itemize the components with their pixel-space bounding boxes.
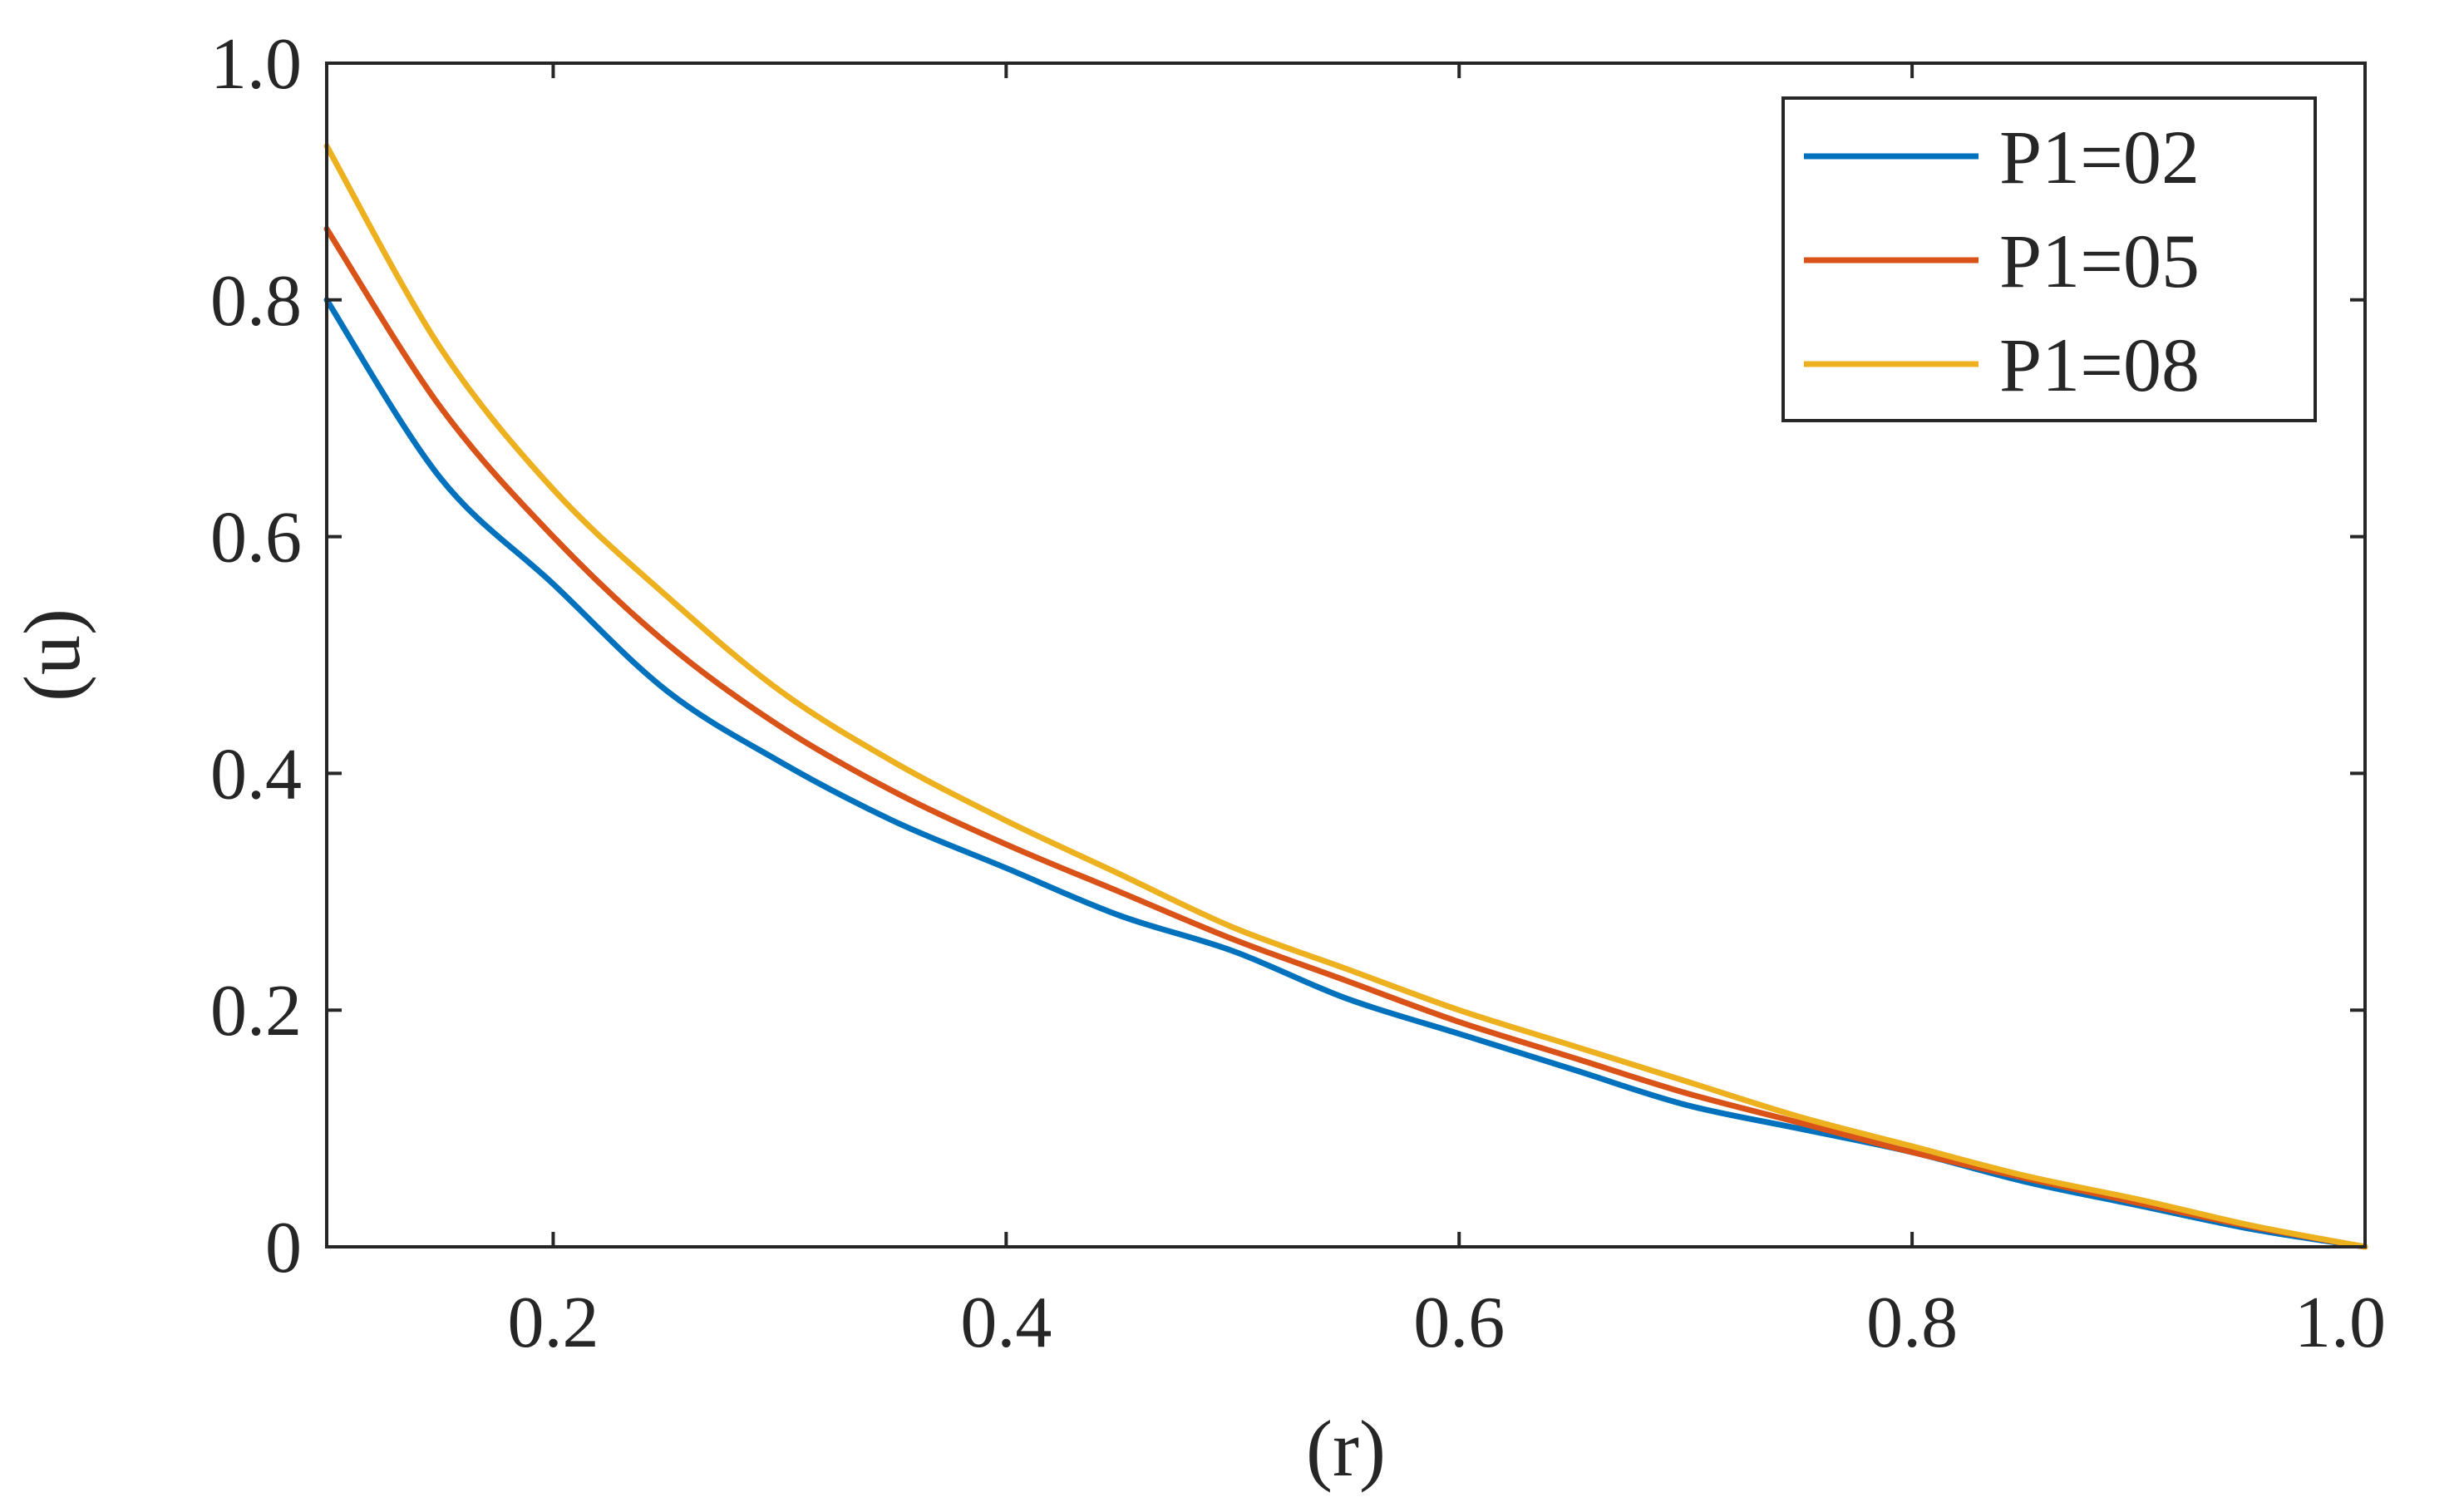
x-axis-label: (r): [1306, 1404, 1386, 1493]
y-tick-label: 0.4: [210, 734, 302, 815]
x-tick-label: 0.8: [1866, 1283, 1958, 1363]
series-layer: [323, 143, 2368, 1250]
plot-frame: [325, 62, 2367, 1249]
series-line-p1-08: [323, 143, 2368, 1250]
series-line-p1-02: [323, 297, 2368, 1250]
x-tick-label: 0.6: [1413, 1283, 1505, 1363]
ticks-layer: 0.2 0.4 0.6 0.8 1.0 0 0.2 0.4 0.6 0.8 1.0: [210, 24, 2386, 1363]
y-tick-label: 0.6: [210, 498, 302, 579]
y-axis-label: (u): [7, 608, 96, 702]
legend: P1=02 P1=05 P1=08: [1781, 96, 2317, 422]
legend-label-p1-08: P1=08: [1999, 323, 2200, 407]
y-tick-label: 0.8: [210, 261, 302, 342]
x-tick-label: 0.2: [507, 1283, 599, 1363]
x-tick-label: 1.0: [2294, 1283, 2386, 1363]
legend-label-p1-05: P1=05: [1999, 219, 2200, 303]
legend-label-p1-02: P1=02: [1999, 115, 2200, 199]
y-tick-label: 0: [265, 1208, 302, 1288]
x-tick-label: 0.4: [960, 1283, 1052, 1363]
y-tick-label: 0.2: [210, 971, 302, 1052]
y-tick-label: 1.0: [210, 24, 302, 105]
